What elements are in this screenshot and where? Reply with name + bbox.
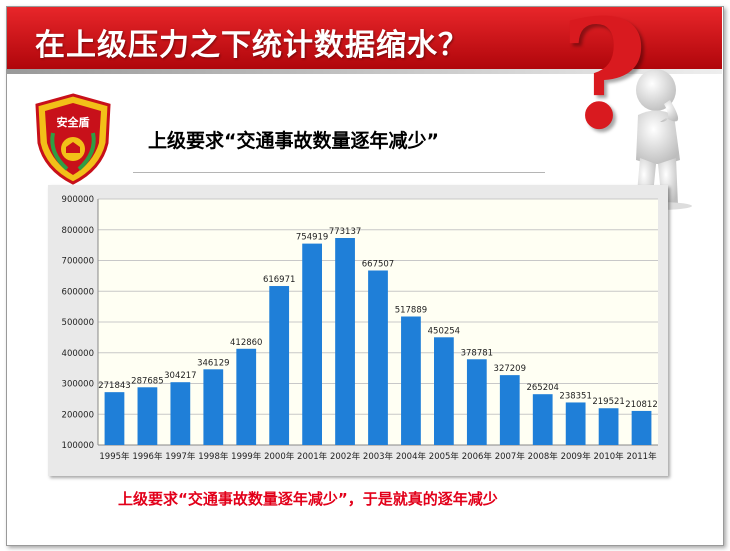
data-label: 450254: [428, 326, 460, 336]
bar: [499, 375, 520, 445]
bar: [203, 369, 224, 445]
x-tick-label: 2006年: [462, 451, 493, 462]
thinking-person-figure-icon: [620, 69, 692, 210]
bar: [170, 382, 191, 445]
data-label: 265204: [526, 383, 558, 393]
x-tick-label: 2010年: [594, 451, 625, 462]
y-tick-label: 100000: [62, 441, 94, 451]
chart-container: 100000 200000 300000 400000 500000 600000 7000…: [48, 185, 668, 476]
bar: [401, 316, 421, 445]
data-label: 304217: [164, 371, 196, 381]
x-tick-label: 2000年: [264, 451, 295, 462]
x-tick-label: 2007年: [495, 451, 526, 462]
x-tick-label: 2008年: [528, 451, 559, 462]
data-label: 773137: [329, 227, 361, 237]
subtitle-underline: [133, 172, 545, 173]
bar: [598, 408, 619, 445]
data-label: 327209: [494, 364, 526, 374]
data-label: 616971: [263, 275, 295, 285]
bar-chart: 100000 200000 300000 400000 500000 600000 7000…: [62, 195, 658, 462]
x-tick-label: 2005年: [429, 451, 460, 462]
x-tick-label: 2011年: [626, 451, 657, 462]
bar: [532, 394, 553, 445]
question-mark-graphic: ?: [560, 0, 648, 163]
data-label: 754919: [296, 233, 328, 243]
x-tick-label: 1999年: [231, 451, 262, 462]
bar: [269, 286, 290, 445]
data-label: 219521: [592, 397, 624, 407]
bar: [137, 387, 158, 445]
bar: [368, 270, 388, 445]
y-tick-label: 200000: [62, 410, 94, 420]
y-tick-label: 800000: [62, 226, 94, 236]
safety-shield-logo: 安全盾: [35, 93, 111, 185]
data-label: 287685: [131, 376, 163, 386]
bar: [434, 337, 454, 445]
data-label: 346129: [197, 358, 229, 368]
y-tick-label: 600000: [62, 287, 94, 297]
x-tick-label: 1997年: [165, 451, 196, 462]
bar: [335, 238, 355, 445]
bar: [565, 402, 586, 445]
slide-subtitle: 上级要求“交通事故数量逐年减少”: [148, 130, 439, 152]
data-label: 238351: [559, 391, 591, 401]
bar: [631, 410, 652, 445]
data-label: 667507: [362, 259, 394, 269]
y-tick-label: 700000: [62, 257, 94, 267]
x-tick-label: 2001年: [297, 451, 328, 462]
data-label: 210812: [625, 400, 657, 410]
data-label: 271843: [98, 381, 130, 391]
banner-divider: [7, 69, 722, 74]
y-tick-label: 500000: [62, 318, 94, 328]
data-label: 517889: [395, 305, 427, 315]
x-tick-label: 1998年: [198, 451, 229, 462]
data-label: 412860: [230, 338, 262, 348]
badge-text: 安全盾: [57, 115, 90, 129]
y-tick-label: 300000: [62, 380, 94, 390]
bar: [104, 392, 125, 445]
title-banner: 在上级压力之下统计数据缩水？: [7, 7, 722, 69]
page-title: 在上级压力之下统计数据缩水？: [35, 28, 469, 63]
y-tick-label: 900000: [62, 195, 94, 205]
x-tick-label: 1996年: [132, 451, 163, 462]
chart-caption: 上级要求“交通事故数量逐年减少”，于是就真的逐年减少: [118, 490, 498, 508]
data-label: 378781: [461, 348, 493, 358]
x-tick-label: 2009年: [561, 451, 592, 462]
x-tick-label: 2003年: [363, 451, 394, 462]
bar: [466, 359, 487, 445]
y-tick-label: 400000: [62, 349, 94, 359]
x-tick-label: 1995年: [99, 451, 130, 462]
bar: [302, 243, 322, 445]
x-tick-label: 2004年: [396, 451, 427, 462]
x-tick-label: 2002年: [330, 451, 361, 462]
bar: [236, 348, 257, 445]
